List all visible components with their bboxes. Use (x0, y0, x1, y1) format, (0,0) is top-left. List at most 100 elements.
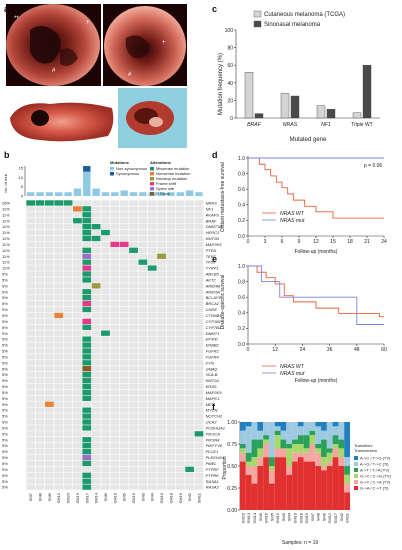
oncoplot-cell (54, 206, 64, 212)
oncoplot-cell (54, 300, 64, 307)
oncoplot-cell (194, 377, 204, 384)
oncoplot-cell (35, 271, 45, 277)
oncoplot-cell (63, 454, 73, 461)
oncoplot-cell (129, 395, 138, 401)
oncoplot-cell (45, 342, 54, 348)
oncoplot-cell (119, 283, 129, 289)
oncoplot-cell (157, 431, 166, 437)
proportion-segment (315, 448, 322, 453)
oncoplot-cell (119, 277, 129, 283)
proportion-segment (321, 466, 327, 471)
oncoplot-cell (73, 241, 82, 248)
oncoplot-cell (110, 342, 120, 348)
oncoplot-alteration-missense-mutation (82, 218, 92, 224)
oncoplot-cell (54, 460, 64, 467)
oncoplot-cell (129, 419, 138, 425)
mutation-count-bar (55, 192, 63, 196)
oncoplot-cell (175, 443, 185, 449)
oncoplot-cell (35, 360, 45, 366)
oncoplot-cell (185, 324, 194, 330)
sample-label: SM6 (103, 492, 108, 501)
oncoplot-cell (185, 253, 194, 259)
gene-name: KRAS (206, 384, 217, 389)
sample-label: SM11 (196, 492, 201, 503)
oncoplot-cell (175, 235, 185, 242)
oncoplot-alteration-missense-mutation (82, 478, 92, 484)
legend-swatch-substitution (354, 480, 358, 484)
oncoplot-cell (26, 342, 36, 348)
mutation-count-bar (111, 192, 119, 196)
oncoplot-cell (45, 229, 54, 236)
gene-name: PLCE1 (206, 449, 219, 454)
proportion-segment (338, 448, 345, 458)
sample-label: SM4 (150, 492, 155, 501)
oncoplot-cell (129, 437, 138, 443)
oncoplot-cell (147, 241, 157, 248)
oncoplot-cell (73, 377, 82, 384)
oncoplot-cell (54, 360, 64, 366)
oncoplot-cell (35, 371, 45, 378)
oncoplot-cell (157, 484, 166, 490)
oncoplot-cell (35, 472, 45, 478)
oncoplot-cell (119, 437, 129, 443)
oncoplot-cell (35, 348, 45, 354)
oncoplot-cell (129, 342, 138, 348)
oncoplot-cell (110, 300, 120, 307)
sample-label: SM12 (56, 492, 61, 503)
oncoplot-cell (147, 460, 157, 467)
oncoplot-alteration-frame-shift (110, 241, 120, 248)
oncoplot-cell (175, 354, 185, 360)
oncoplot-cell (45, 419, 54, 425)
proportion-segment (344, 457, 350, 466)
oncoplot-cell (63, 229, 73, 236)
oncoplot-alteration-missense-mutation (82, 443, 92, 449)
proportion-segment (263, 435, 269, 440)
oncoplot-cell (91, 306, 101, 313)
oncoplot-cell (175, 229, 185, 236)
oncoplot-cell (45, 413, 54, 419)
proportion-segment (263, 422, 269, 436)
oncoplot-cell (185, 419, 194, 425)
oncoplot-cell (73, 259, 82, 265)
oncoplot-cell (63, 312, 73, 319)
oncoplot-cell (129, 218, 138, 224)
oncoplot-cell (110, 366, 120, 372)
proportion-segment (245, 461, 252, 466)
gene-percent: 5% (2, 425, 8, 430)
sample-label: SM19 (178, 492, 183, 503)
oncoplot-cell (129, 283, 138, 289)
gene-name: FGFR2 (206, 349, 220, 354)
oncoplot-cell (110, 443, 120, 449)
oncoplot-cell (101, 413, 110, 419)
oncoplot-cell (63, 295, 73, 301)
oncoplot-cell (138, 401, 148, 407)
proportion-segment (309, 444, 316, 462)
proportion-segment (257, 422, 264, 431)
oncoplot-cell (157, 318, 166, 325)
oncoplot-cell (166, 271, 176, 277)
oncoplot-cell (45, 454, 54, 461)
proportion-segment (280, 457, 287, 510)
oncoplot-cell (147, 229, 157, 236)
oncoplot-alteration-frame-shift (119, 241, 129, 248)
oncoplot-alteration-splice-site (82, 253, 92, 259)
sample-label: SM14 (94, 492, 99, 503)
oncoplot-cell (63, 466, 73, 473)
oncoplot-cell (45, 354, 54, 360)
panel_d-xtick-label: 3 (264, 239, 267, 245)
oncoplot-cell (147, 360, 157, 366)
oncoplot-cell (147, 413, 157, 419)
oncoplot-cell (138, 395, 148, 401)
oncoplot-cell (54, 419, 64, 425)
oncoplot-cell (63, 478, 73, 484)
oncoplot-cell (194, 419, 204, 425)
oncoplot-cell (73, 454, 82, 461)
oncoplot-cell (54, 389, 64, 396)
oncoplot-cell (175, 377, 185, 384)
proportion-segment (245, 426, 252, 453)
panel_e-xtick-label: 36 (327, 347, 333, 353)
oncoplot-cell (129, 235, 138, 242)
oncoplot-cell (63, 206, 73, 212)
oncoplot-cell (138, 371, 148, 378)
